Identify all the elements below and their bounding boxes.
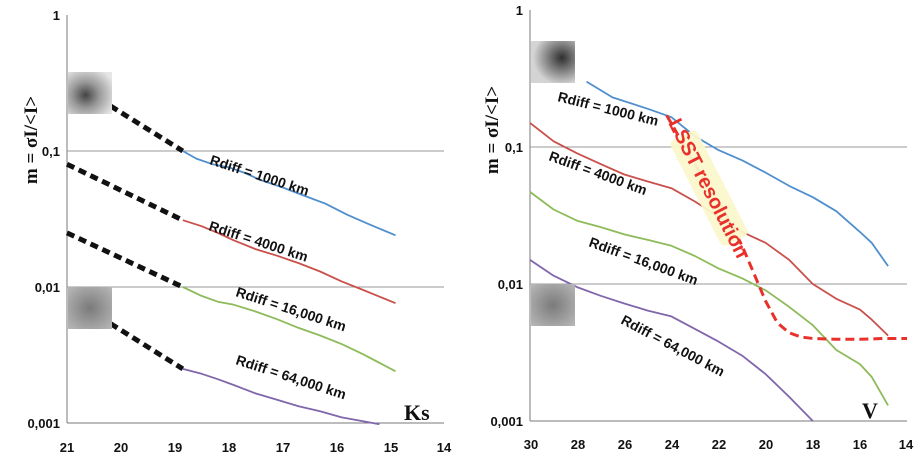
left-ytick-0.1: 0,1 — [42, 144, 60, 159]
left-label-rdiff-64000: Rdiff = 64,000 km — [234, 352, 348, 403]
lsst-resolution-curve — [665, 114, 907, 341]
speckle-image-large-scale — [68, 72, 112, 114]
left-series-line-0 — [182, 150, 396, 237]
left-xtick-21: 21 — [60, 440, 74, 455]
left-series-lines — [182, 150, 396, 426]
right-y-axis-label: m = σI/<I> — [482, 86, 503, 174]
right-ytick-1: 1 — [516, 3, 523, 18]
left-xtick-19: 19 — [168, 440, 182, 455]
right-ytick-0.01: 0,01 — [498, 277, 523, 292]
left-panel: 1 0,1 0,01 0,001 21 20 19 18 17 16 15 14… — [21, 8, 452, 455]
right-ytick-0.001: 0,001 — [490, 414, 523, 429]
right-xtick-16: 16 — [853, 437, 867, 452]
left-ytick-0.001: 0,001 — [27, 416, 60, 431]
left-xtick-20: 20 — [114, 440, 128, 455]
right-xtick-18: 18 — [806, 437, 820, 452]
right-label-rdiff-4000: Rdiff = 4000 km — [547, 148, 649, 198]
left-x-axis-label: Ks — [404, 400, 430, 425]
left-ytick-0.01: 0,01 — [35, 280, 60, 295]
left-xtick-18: 18 — [222, 440, 236, 455]
right-xtick-30: 30 — [524, 437, 538, 452]
left-y-axis-label: m = σI/<I> — [21, 96, 42, 184]
right-series-line-1 — [529, 122, 889, 337]
lsst-resolution-group: LSST resolution — [663, 114, 907, 341]
left-series-line-2 — [182, 286, 396, 373]
right-xtick-26: 26 — [618, 437, 632, 452]
right-label-rdiff-16000: Rdiff = 16,000 km — [587, 234, 700, 288]
lsst-resolution-label: LSST resolution — [663, 115, 752, 262]
left-label-rdiff-1000: Rdiff = 1000 km — [208, 152, 311, 199]
left-xtick-15: 15 — [384, 440, 398, 455]
right-label-rdiff-64000: Rdiff = 64,000 km — [619, 312, 728, 380]
left-series-line-3 — [182, 368, 380, 426]
right-series-line-2 — [529, 191, 889, 406]
right-panel: 1 0,1 0,01 0,001 30 28 26 24 22 20 18 16… — [482, 3, 914, 452]
left-xtick-17: 17 — [276, 440, 290, 455]
speckle-image-large-scale-v — [531, 41, 575, 83]
left-extrapolation-2 — [65, 230, 184, 290]
left-xtick-14: 14 — [437, 440, 452, 455]
right-series-line-0 — [586, 80, 889, 267]
right-series-line-3 — [529, 259, 814, 422]
speckle-image-small-scale-v — [531, 284, 575, 326]
left-xtick-16: 16 — [330, 440, 344, 455]
right-ytick-0.1: 0,1 — [505, 140, 523, 155]
left-ytick-1: 1 — [53, 8, 60, 23]
left-extrapolation-1 — [65, 161, 184, 223]
right-xtick-24: 24 — [665, 437, 680, 452]
lsst-label-background — [670, 130, 748, 246]
left-label-rdiff-4000: Rdiff = 4000 km — [207, 218, 310, 265]
speckle-image-small-scale — [68, 287, 112, 329]
right-xtick-22: 22 — [712, 437, 726, 452]
left-series-line-1 — [182, 219, 396, 305]
right-xtick-20: 20 — [759, 437, 773, 452]
left-label-rdiff-16000: Rdiff = 16,000 km — [234, 284, 348, 335]
right-xtick-14: 14 — [899, 437, 914, 452]
right-xtick-28: 28 — [571, 437, 585, 452]
right-x-axis-label: V — [862, 398, 878, 423]
